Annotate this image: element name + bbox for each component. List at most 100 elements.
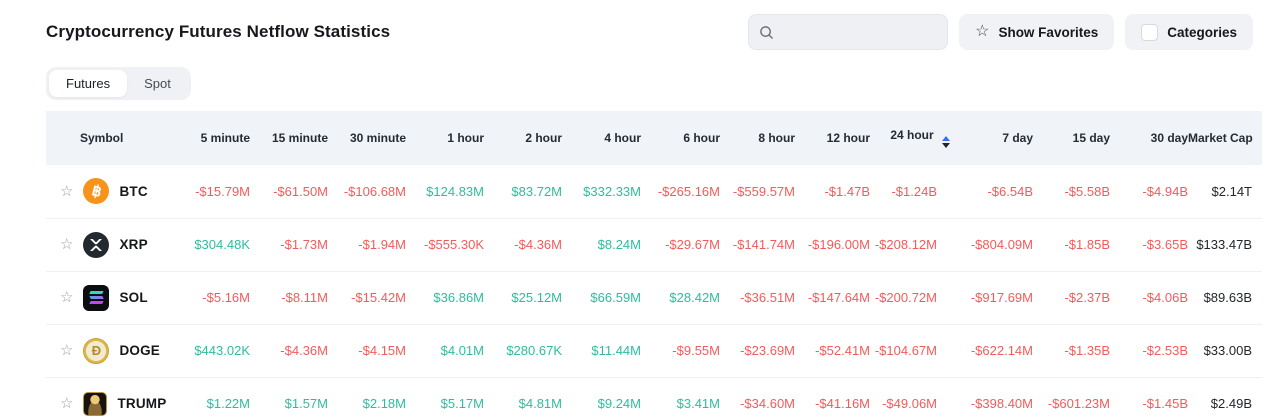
- column-header-symbol[interactable]: Symbol: [46, 111, 174, 165]
- netflow-value: $3.41M: [641, 377, 720, 420]
- netflow-value: -$4.06B: [1110, 271, 1188, 325]
- search-input[interactable]: [781, 24, 938, 40]
- table-row[interactable]: ☆ Ð DOGE $443.02K -$4.36M -$4.15M $4.01M $28…: [46, 324, 1262, 378]
- netflow-value: -$147.64M: [795, 271, 870, 325]
- trump-icon: [83, 391, 108, 416]
- netflow-value: -$34.60M: [720, 377, 795, 420]
- column-label: 7 day: [1002, 131, 1033, 145]
- netflow-value: -$601.23M: [1033, 377, 1110, 420]
- column-header-5-minute[interactable]: 5 minute: [174, 111, 250, 165]
- netflow-value: -$23.69M: [720, 324, 795, 378]
- tab-futures[interactable]: Futures: [49, 70, 128, 97]
- column-label: 24 hour: [890, 128, 934, 142]
- netflow-value: $25.12M: [484, 271, 562, 325]
- column-label: 6 hour: [683, 131, 720, 145]
- netflow-value: -$3.65B: [1110, 218, 1188, 272]
- netflow-value: $1.22M: [174, 377, 250, 420]
- column-label: 15 day: [1072, 131, 1110, 145]
- netflow-value: -$208.12M: [870, 218, 950, 272]
- categories-label: Categories: [1167, 24, 1237, 40]
- column-header-15-minute[interactable]: 15 minute: [250, 111, 328, 165]
- netflow-value: -$622.14M: [950, 324, 1033, 378]
- netflow-value: -$9.55M: [641, 324, 720, 378]
- column-header-15-day[interactable]: 15 day: [1033, 111, 1110, 165]
- column-header-1-hour[interactable]: 1 hour: [406, 111, 484, 165]
- netflow-value: $1.57M: [250, 377, 328, 420]
- market-cap-value: $2.49B: [1188, 377, 1262, 420]
- sort-up-arrow: [942, 136, 950, 141]
- netflow-value: -$1.35B: [1033, 324, 1110, 378]
- table-row[interactable]: ☆ TRUMP $1.22M $1.57M $2.18M $5.17M $4.81M $9…: [46, 377, 1262, 420]
- netflow-value: -$141.74M: [720, 218, 795, 272]
- netflow-value: -$61.50M: [250, 165, 328, 219]
- categories-checkbox[interactable]: [1141, 23, 1159, 41]
- netflow-value: $4.81M: [484, 377, 562, 420]
- show-favorites-label: Show Favorites: [998, 24, 1099, 40]
- netflow-value: -$398.40M: [950, 377, 1033, 420]
- column-header-4-hour[interactable]: 4 hour: [562, 111, 641, 165]
- show-favorites-button[interactable]: ☆ Show Favorites: [959, 14, 1115, 50]
- column-label: 30 day: [1150, 131, 1188, 145]
- categories-button[interactable]: Categories: [1125, 14, 1253, 50]
- column-label: Market Cap: [1188, 131, 1253, 145]
- netflow-value: -$2.37B: [1033, 271, 1110, 325]
- column-header-30-day[interactable]: 30 day: [1110, 111, 1188, 165]
- netflow-value: -$15.42M: [328, 271, 406, 325]
- column-header-24-hour[interactable]: 24 hour: [870, 111, 950, 165]
- symbol-cell: ☆ SOL: [46, 271, 174, 325]
- netflow-value: $9.24M: [562, 377, 641, 420]
- column-label: 5 minute: [200, 131, 250, 145]
- column-header-2-hour[interactable]: 2 hour: [484, 111, 562, 165]
- netflow-value: $124.83M: [406, 165, 484, 219]
- netflow-value: -$804.09M: [950, 218, 1033, 272]
- sort-icon[interactable]: [942, 136, 950, 148]
- market-cap-value: $89.63B: [1188, 271, 1262, 325]
- netflow-table: Symbol 5 minute 15 minute 30 minute 1 hour 2 …: [46, 111, 1262, 420]
- column-header-market-cap[interactable]: Market Cap: [1188, 111, 1262, 165]
- market-cap-value: $2.14T: [1188, 165, 1262, 219]
- symbol-label: SOL: [119, 290, 148, 305]
- table-body: ☆ ฿ BTC -$15.79M -$61.50M -$106.68M $124.83…: [46, 165, 1262, 420]
- search-box[interactable]: [748, 14, 949, 50]
- netflow-value: -$917.69M: [950, 271, 1033, 325]
- column-header-12-hour[interactable]: 12 hour: [795, 111, 870, 165]
- netflow-value: -$104.67M: [870, 324, 950, 378]
- netflow-value: -$2.53B: [1110, 324, 1188, 378]
- search-icon: [760, 25, 773, 39]
- column-label: 12 hour: [826, 131, 870, 145]
- favorite-star-button[interactable]: ☆: [60, 289, 74, 306]
- netflow-value: $66.59M: [562, 271, 641, 325]
- table-row[interactable]: ☆ XRP $304.48K -$1.73M -$1.94M -$555.30K -$4…: [46, 218, 1262, 272]
- column-header-7-day[interactable]: 7 day: [950, 111, 1033, 165]
- column-header-30-minute[interactable]: 30 minute: [328, 111, 406, 165]
- netflow-value: -$15.79M: [174, 165, 250, 219]
- favorite-star-button[interactable]: ☆: [60, 395, 74, 412]
- symbol-label: BTC: [119, 183, 148, 199]
- netflow-value: -$200.72M: [870, 271, 950, 325]
- column-label: 1 hour: [447, 131, 484, 145]
- netflow-value: $36.86M: [406, 271, 484, 325]
- netflow-value: -$196.00M: [795, 218, 870, 272]
- column-label: 8 hour: [758, 131, 795, 145]
- table-row[interactable]: ☆ SOL -$5.16M -$8.11M -$15.42M $36.86M $25.1…: [46, 271, 1262, 325]
- symbol-cell: ☆ TRUMP: [46, 377, 174, 420]
- column-label: Symbol: [80, 131, 124, 145]
- table-header-row: Symbol 5 minute 15 minute 30 minute 1 hour 2 …: [46, 111, 1262, 165]
- netflow-value: $28.42M: [641, 271, 720, 325]
- column-header-8-hour[interactable]: 8 hour: [720, 111, 795, 165]
- xrp-icon: [83, 231, 110, 258]
- column-header-6-hour[interactable]: 6 hour: [641, 111, 720, 165]
- market-cap-value: $133.47B: [1188, 218, 1262, 272]
- netflow-value: -$29.67M: [641, 218, 720, 272]
- netflow-value: -$8.11M: [250, 271, 328, 325]
- favorite-star-button[interactable]: ☆: [60, 236, 74, 253]
- netflow-value: -$4.36M: [484, 218, 562, 272]
- tab-spot[interactable]: Spot: [144, 76, 171, 91]
- table-row[interactable]: ☆ ฿ BTC -$15.79M -$61.50M -$106.68M $124.83…: [46, 165, 1262, 219]
- favorite-star-button[interactable]: ☆: [60, 182, 74, 200]
- favorite-star-button[interactable]: ☆: [60, 342, 74, 359]
- netflow-value: $304.48K: [174, 218, 250, 272]
- netflow-value: -$1.47B: [795, 165, 870, 219]
- toolbar-controls: ☆ Show Favorites Categories: [748, 14, 1253, 50]
